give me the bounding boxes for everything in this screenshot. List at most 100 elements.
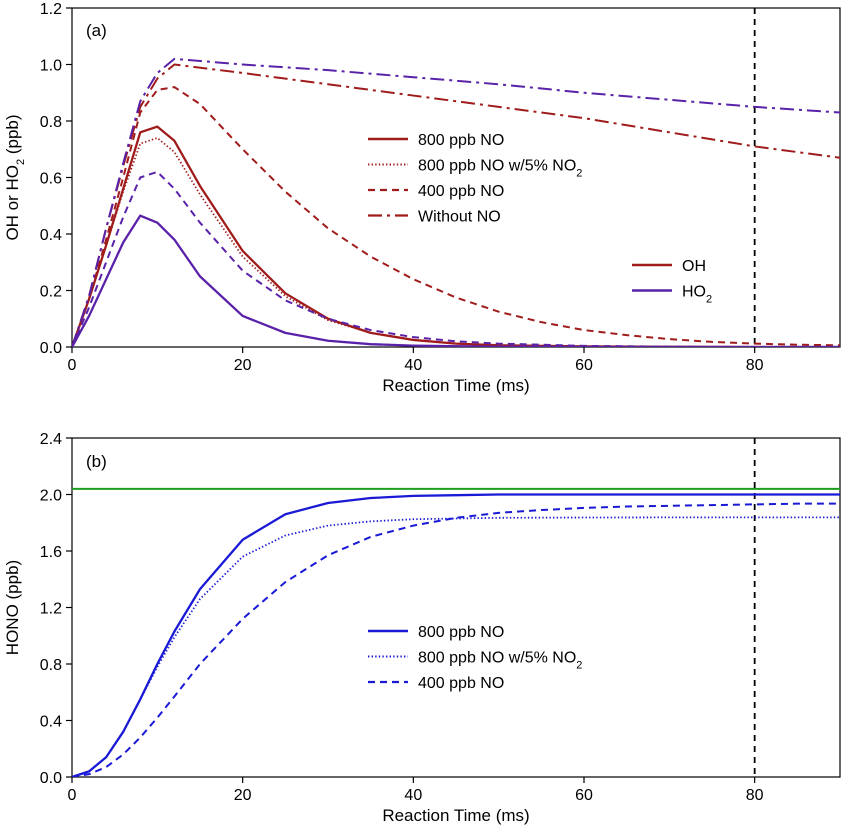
y-tick-label-main: 0.8	[40, 114, 62, 131]
x-tick-label: 80	[746, 357, 764, 374]
x-tick-label: 40	[404, 357, 422, 374]
x-tick-label-main: 20	[234, 357, 252, 374]
y-tick-label: 0.4	[40, 714, 62, 731]
series-line-hono-dotted	[72, 516, 840, 777]
x-tick-label-main: 40	[404, 357, 422, 374]
x-tick-label-main: 20	[234, 787, 252, 804]
panel-label: (a)	[86, 21, 107, 40]
panel-a-chart: 0 20 40 60 80 0.0 0.2 0.4 0.6 0.8 1.0 1.2 Reaction T…	[3, 1, 841, 395]
x-axis-label: Reaction Time (ms)	[382, 376, 529, 395]
legend-entry-label: 800 ppb NO w/5% NO2	[418, 650, 582, 672]
legend-entry-label-main: 400 ppb NO	[418, 675, 504, 692]
legend-entry-label-main: 800 ppb NO	[418, 132, 504, 149]
legend-entry-label: 800 ppb NO	[418, 132, 504, 149]
x-tick-label: 80	[746, 787, 764, 804]
series-line-ho2-dotted	[72, 214, 840, 347]
data-area	[72, 438, 840, 777]
y-tick-label: 0.6	[40, 171, 62, 188]
y-tick-label-main: 0.4	[40, 227, 62, 244]
legend-line-styles: 800 ppb NO 800 ppb NO w/5% NO2 400 ppb NO	[368, 624, 582, 692]
y-tick-label-main: 1.2	[40, 601, 62, 618]
y-tick-label-main: 0.6	[40, 171, 62, 188]
series-line-hono-solid	[72, 493, 840, 777]
y-tick-label: 0.8	[40, 657, 62, 674]
panel-label: (b)	[86, 452, 107, 471]
y-axis-label-main: HONO (ppb)	[3, 560, 22, 655]
y-tick-label: 0.0	[40, 770, 62, 787]
x-tick-label: 60	[575, 787, 593, 804]
series-line-oh-dashed	[72, 86, 840, 347]
x-tick-label-main: 60	[575, 787, 593, 804]
legend-species: OH HO2	[632, 258, 712, 306]
y-tick-label: 1.2	[40, 1, 62, 18]
y-tick-label: 1.6	[40, 544, 62, 561]
legend-entry-label-main: 400 ppb NO	[418, 183, 504, 200]
y-tick-label-main: 2.0	[40, 488, 62, 505]
x-axis-label-main: Reaction Time (ms)	[382, 376, 529, 395]
series-line-hono-dashed	[72, 502, 840, 777]
x-tick-label-main: 40	[404, 787, 422, 804]
x-tick-label-main: 80	[746, 787, 764, 804]
legend-species-label-subscript: 2	[706, 294, 712, 306]
y-axis-label-tail: (ppb)	[3, 114, 22, 158]
y-tick-label-main: 0.4	[40, 714, 62, 731]
x-tick-label: 20	[234, 357, 252, 374]
legend-entry-label-subscript: 2	[576, 168, 582, 180]
y-tick-label-main: 0.2	[40, 284, 62, 301]
y-tick-label: 2.4	[40, 431, 62, 448]
legend-entry-label-subscript: 2	[576, 660, 582, 672]
y-tick-label-main: 0.0	[40, 340, 62, 357]
y-axis-label-main: OH or HO	[3, 165, 22, 241]
panel-label-main: (b)	[86, 452, 107, 471]
y-tick-label: 1.2	[40, 601, 62, 618]
series-line-ho2-dashed	[72, 170, 840, 347]
legend-entry-label: 800 ppb NO	[418, 624, 504, 641]
y-tick-label-main: 0.8	[40, 657, 62, 674]
x-tick-label-main: 0	[68, 787, 77, 804]
legend-entry-label-main: Without NO	[418, 209, 501, 226]
legend-entry-label: 400 ppb NO	[418, 675, 504, 692]
x-tick-label-main: 80	[746, 357, 764, 374]
y-tick-label-main: 2.4	[40, 431, 62, 448]
series-line-ho2-solid	[72, 214, 840, 347]
y-axis-label-subscript: 2	[15, 159, 27, 165]
legend-entry-label-main: 800 ppb NO w/5% NO	[418, 158, 576, 175]
legend-species-label-main: HO	[682, 284, 706, 301]
x-tick-label-main: 60	[575, 357, 593, 374]
x-axis-label: Reaction Time (ms)	[382, 806, 529, 825]
y-tick-label-main: 1.0	[40, 58, 62, 75]
data-area	[72, 8, 840, 347]
y-axis-label: OH or HO2 (ppb)	[3, 114, 27, 240]
x-tick-label: 0	[68, 357, 77, 374]
y-tick-label: 2.0	[40, 488, 62, 505]
plot-frame	[71, 7, 841, 348]
x-axis-label-main: Reaction Time (ms)	[382, 806, 529, 825]
legend-entry-label: 800 ppb NO w/5% NO2	[418, 158, 582, 180]
x-tick-label-main: 0	[68, 357, 77, 374]
y-tick-label: 0.8	[40, 114, 62, 131]
x-tick-label: 40	[404, 787, 422, 804]
y-axis-label: HONO (ppb)	[3, 560, 22, 655]
legend-species-label: OH	[682, 258, 706, 275]
panel-b-chart: 0 20 40 60 80 0.0 0.4 0.8 1.2 1.6 2.0 2.4 Reaction T…	[3, 431, 841, 825]
x-tick-label: 20	[234, 787, 252, 804]
y-tick-label: 0.0	[40, 340, 62, 357]
y-tick-label: 0.2	[40, 284, 62, 301]
series-line-ho2-dashdot	[72, 57, 840, 347]
legend-species-label-main: OH	[682, 258, 706, 275]
x-tick-label: 0	[68, 787, 77, 804]
panel-label-main: (a)	[86, 21, 107, 40]
legend-line-styles: 800 ppb NO 800 ppb NO w/5% NO2 400 ppb NO W…	[368, 132, 582, 226]
legend-entry-label-main: 800 ppb NO w/5% NO	[418, 650, 576, 667]
x-tick-label: 60	[575, 357, 593, 374]
legend-entry-label: Without NO	[418, 209, 501, 226]
y-tick-label: 1.0	[40, 58, 62, 75]
y-tick-label-main: 1.2	[40, 1, 62, 18]
legend-entry-label: 400 ppb NO	[418, 183, 504, 200]
y-tick-label: 0.4	[40, 227, 62, 244]
y-tick-label-main: 0.0	[40, 770, 62, 787]
legend-species-label: HO2	[682, 284, 712, 306]
y-tick-label-main: 1.6	[40, 544, 62, 561]
legend-entry-label-main: 800 ppb NO	[418, 624, 504, 641]
